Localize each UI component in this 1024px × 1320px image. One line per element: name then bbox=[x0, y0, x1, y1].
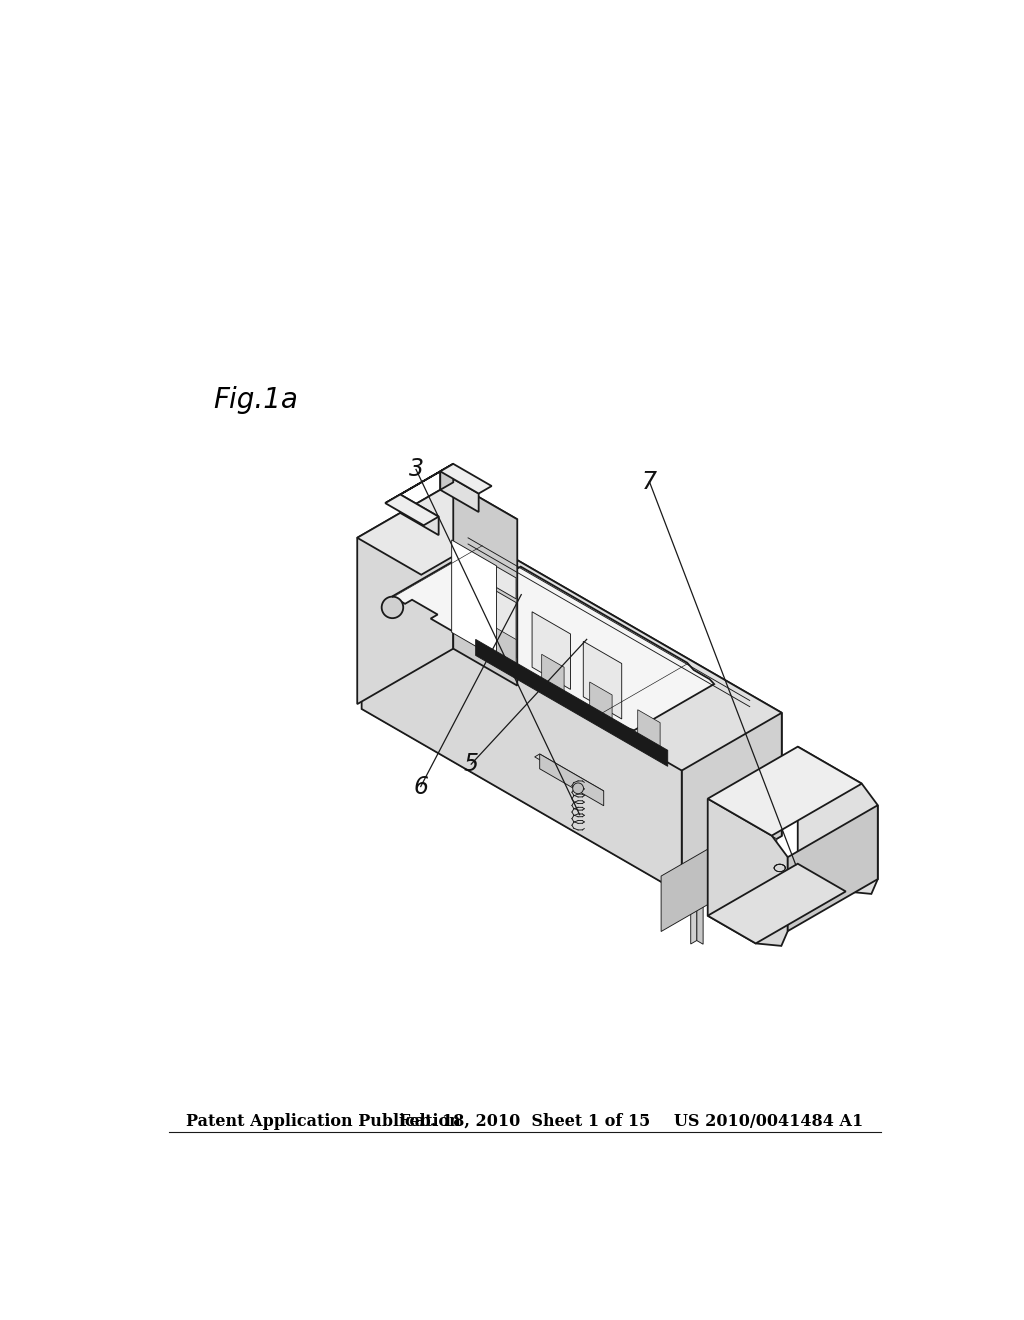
Polygon shape bbox=[691, 886, 696, 944]
Text: 6: 6 bbox=[414, 775, 428, 799]
Polygon shape bbox=[400, 495, 438, 535]
Text: Patent Application Publication: Patent Application Publication bbox=[186, 1113, 461, 1130]
Polygon shape bbox=[392, 544, 714, 730]
Polygon shape bbox=[385, 495, 438, 525]
Polygon shape bbox=[542, 655, 564, 692]
Polygon shape bbox=[767, 845, 773, 904]
Polygon shape bbox=[535, 754, 604, 793]
Polygon shape bbox=[494, 627, 516, 664]
Polygon shape bbox=[696, 886, 703, 944]
Text: Fig.1a: Fig.1a bbox=[213, 387, 298, 414]
Polygon shape bbox=[385, 463, 454, 503]
Polygon shape bbox=[590, 682, 612, 719]
Polygon shape bbox=[708, 747, 862, 836]
Polygon shape bbox=[532, 611, 570, 689]
Polygon shape bbox=[476, 639, 668, 767]
Polygon shape bbox=[708, 799, 787, 946]
Polygon shape bbox=[440, 463, 492, 494]
Circle shape bbox=[572, 783, 584, 793]
Polygon shape bbox=[682, 713, 781, 894]
Text: 5: 5 bbox=[464, 752, 478, 776]
Text: Feb. 18, 2010  Sheet 1 of 15: Feb. 18, 2010 Sheet 1 of 15 bbox=[399, 1113, 650, 1130]
Polygon shape bbox=[452, 540, 497, 659]
Polygon shape bbox=[361, 651, 781, 894]
Polygon shape bbox=[357, 482, 517, 574]
Polygon shape bbox=[357, 482, 454, 704]
Polygon shape bbox=[726, 865, 732, 924]
Text: 7: 7 bbox=[642, 470, 656, 494]
Polygon shape bbox=[361, 586, 682, 894]
Polygon shape bbox=[732, 865, 738, 924]
Polygon shape bbox=[752, 824, 777, 895]
Polygon shape bbox=[440, 471, 478, 512]
Polygon shape bbox=[361, 528, 781, 771]
Polygon shape bbox=[454, 482, 517, 685]
Circle shape bbox=[382, 597, 403, 618]
Text: 3: 3 bbox=[409, 458, 424, 482]
Polygon shape bbox=[761, 845, 767, 904]
Polygon shape bbox=[477, 556, 516, 599]
Polygon shape bbox=[638, 710, 660, 747]
Polygon shape bbox=[540, 754, 604, 805]
Text: US 2010/0041484 A1: US 2010/0041484 A1 bbox=[675, 1113, 863, 1130]
Polygon shape bbox=[584, 642, 622, 719]
Polygon shape bbox=[787, 805, 878, 931]
Polygon shape bbox=[440, 463, 454, 490]
Polygon shape bbox=[708, 863, 846, 944]
Polygon shape bbox=[462, 528, 781, 836]
Polygon shape bbox=[662, 824, 752, 932]
Polygon shape bbox=[798, 747, 878, 894]
Polygon shape bbox=[477, 581, 516, 657]
